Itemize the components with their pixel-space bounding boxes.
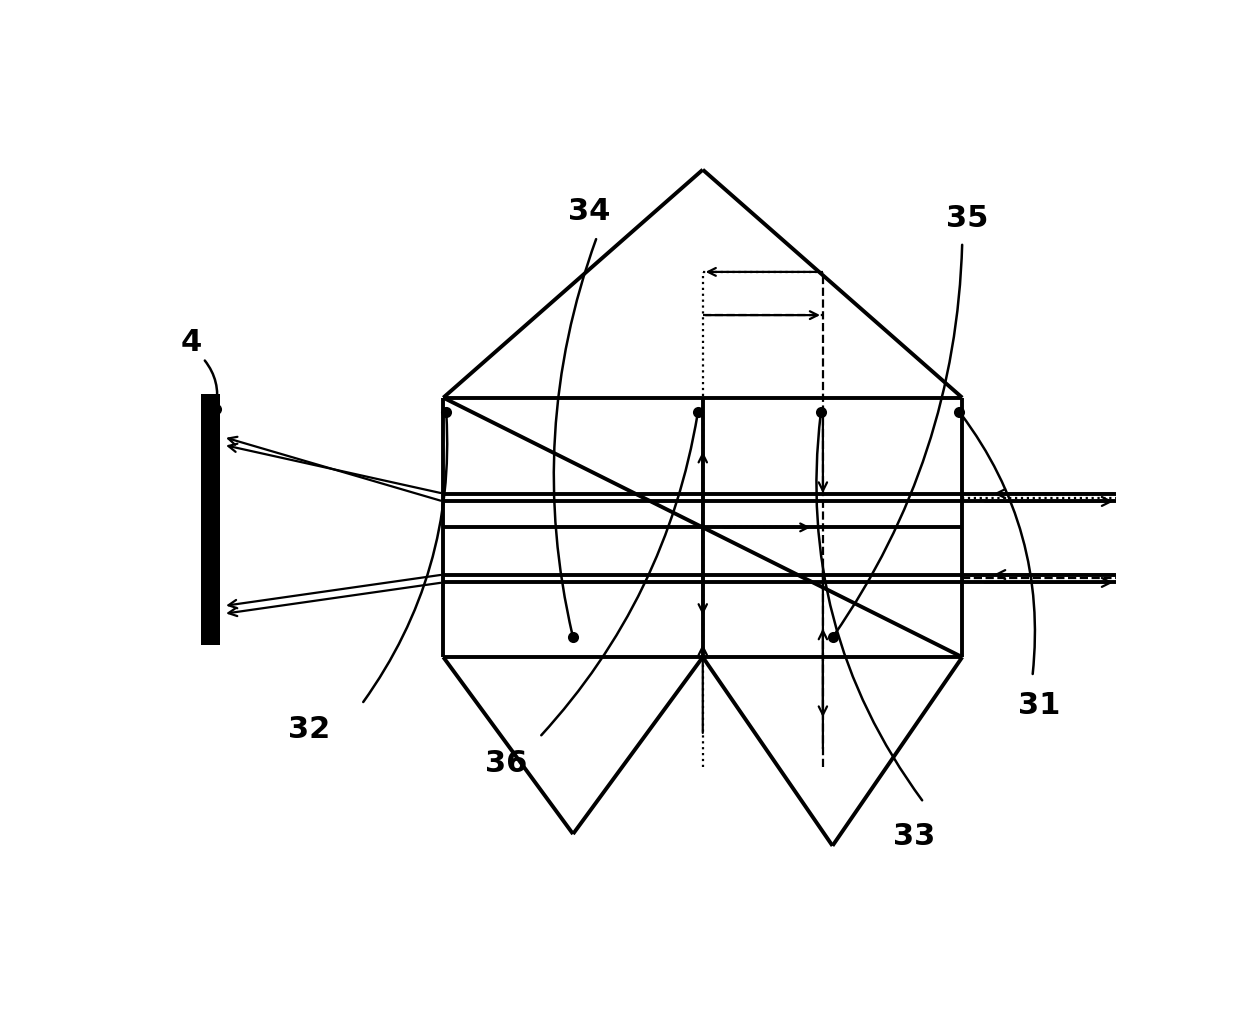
Text: 33: 33	[893, 822, 935, 850]
Text: 31: 31	[1018, 691, 1060, 721]
Text: 32: 32	[288, 715, 330, 744]
Text: 4: 4	[181, 328, 202, 357]
Text: 35: 35	[946, 204, 988, 233]
Bar	[201, 394, 221, 645]
Text: 36: 36	[485, 748, 527, 778]
Text: 34: 34	[568, 197, 610, 226]
